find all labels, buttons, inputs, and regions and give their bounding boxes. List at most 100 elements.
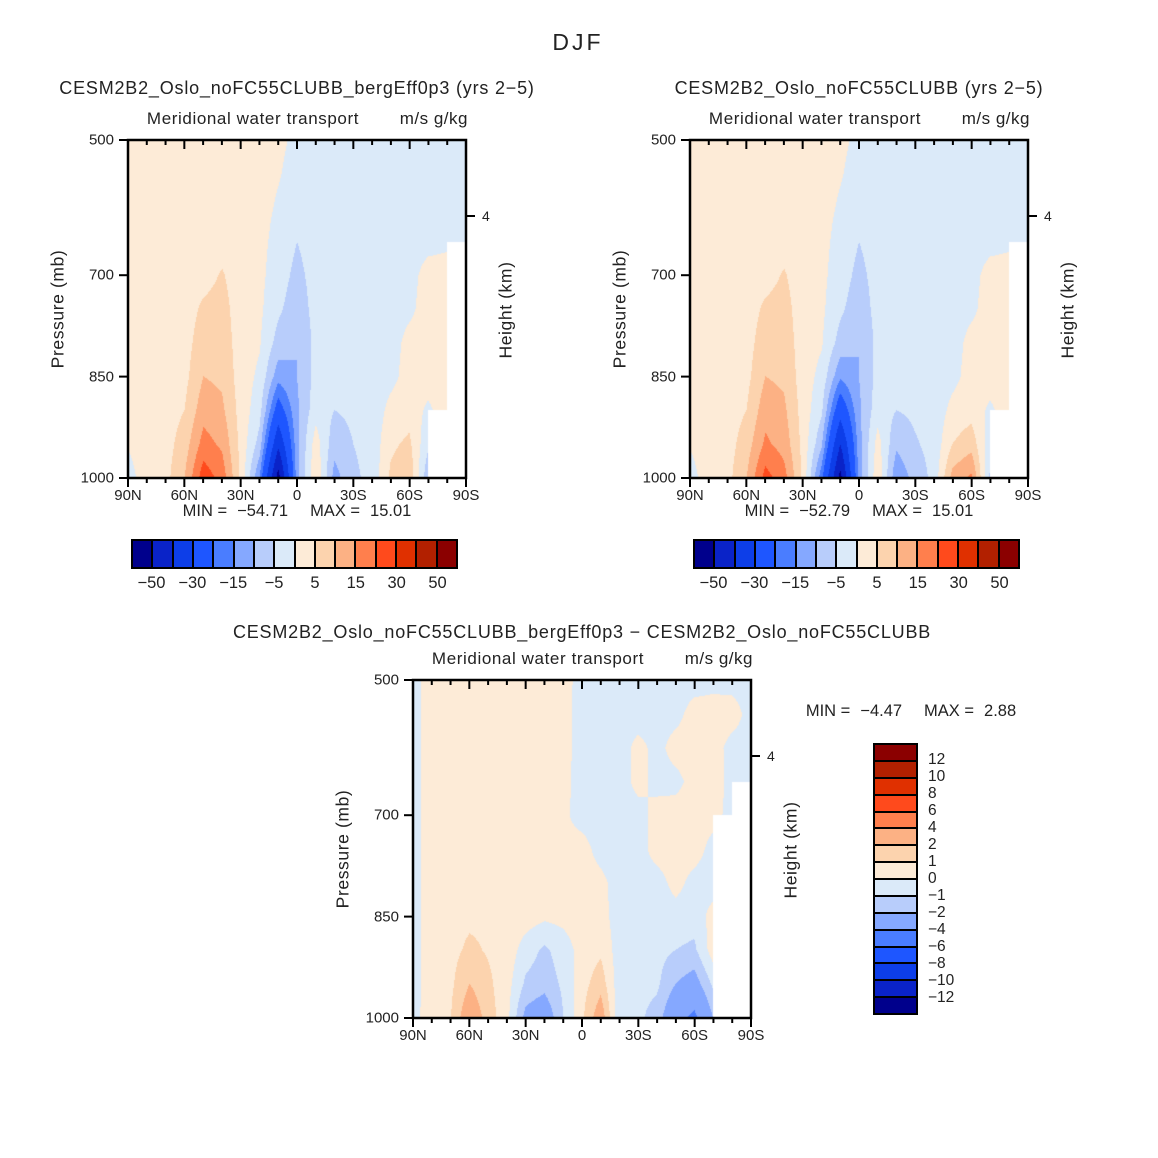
colorbar-label: 2 [928, 836, 937, 853]
x-tick-label: 90N [114, 487, 142, 504]
stats-line: MIN = −52.79 MAX = 15.01 [745, 502, 974, 521]
colorbar-cell [875, 964, 916, 982]
colorbar-label: −30 [740, 574, 769, 592]
colorbar-label: 50 [990, 574, 1009, 592]
colorbar-cell [918, 541, 939, 567]
colorbar-cell [715, 541, 736, 567]
colorbar-cell [875, 812, 916, 830]
colorbar-cell [837, 541, 858, 567]
max-value: 15.01 [932, 502, 974, 520]
panel-title: CESM2B2_Oslo_noFC55CLUBB_bergEff0p3 − CE… [232, 622, 932, 642]
colorbar-cell [875, 795, 916, 813]
colorbar-label: −12 [928, 989, 955, 1006]
plot-units: m/s g/kg [684, 649, 753, 668]
x-tick-label: 30S [339, 487, 367, 504]
colorbar-cell [417, 541, 438, 567]
y-tick-label: 500 [650, 131, 676, 149]
y-tick-label: 700 [650, 266, 676, 284]
colorbar-label: 0 [928, 870, 937, 887]
colorbar-label: −30 [178, 574, 207, 592]
colorbar-cell [875, 880, 916, 897]
colorbar-cell [234, 541, 255, 567]
colorbar-label: −6 [928, 938, 946, 955]
panel-title: CESM2B2_Oslo_noFC55CLUBB (yrs 2−5) [674, 78, 1044, 98]
x-tick-label: 30S [901, 487, 929, 504]
colorbar-label: 12 [928, 751, 946, 768]
colorbar-label: −15 [781, 574, 810, 592]
max-value: 15.01 [370, 502, 412, 520]
colorbar-cell [153, 541, 174, 567]
x-tick-label: 0 [577, 1027, 587, 1044]
y-tick-label: 500 [88, 131, 114, 149]
x-tick-label: 30S [624, 1027, 652, 1044]
colorbar-label: −8 [928, 955, 946, 972]
colorbar-cell [376, 541, 398, 567]
panel-title: CESM2B2_Oslo_noFC55CLUBB_bergEff0p3 (yrs… [59, 78, 535, 98]
colorbar-cell [938, 541, 960, 567]
colorbar-cell [695, 541, 716, 567]
colorbar-cell [295, 541, 316, 567]
colorbar-label: 50 [428, 574, 447, 592]
max-label: MAX = [310, 502, 361, 520]
colorbar-cell [875, 745, 916, 762]
x-tick-label: 30N [226, 487, 255, 504]
colorbar-cell [875, 778, 916, 796]
panel-nofc55clubb: CESM2B2_Oslo_noFC55CLUBB (yrs 2−5) Merid… [610, 78, 1078, 592]
colorbar-cell [857, 541, 878, 567]
stats-line: MIN = −4.47 MAX = 2.88 [806, 702, 1016, 721]
colorbar-label: 15 [908, 574, 927, 592]
colorbar-label: 5 [310, 574, 320, 592]
difference-colorbar [873, 743, 918, 1015]
x-tick-label: 60S [396, 487, 424, 504]
y-tick-label: 1000 [80, 469, 114, 487]
colorbar [693, 539, 1020, 569]
colorbar-cell [356, 541, 377, 567]
plot-subtitle: Meridional water transport [431, 649, 645, 668]
pressure-axis-label: Pressure (mb) [609, 249, 630, 369]
colorbar-cell [437, 541, 456, 567]
max-value: 2.88 [984, 702, 1017, 720]
min-value: −4.47 [860, 702, 903, 720]
colorbar-label: −5 [826, 574, 846, 592]
plot-subtitle: Meridional water transport [146, 109, 360, 128]
colorbar-cell [979, 541, 1000, 567]
colorbar-labels: −50 −30 −15 −5 5 15 30 50 [131, 574, 458, 594]
height-tick-label: 4 [767, 748, 775, 764]
colorbar-cell [336, 541, 357, 567]
colorbar-label: −2 [928, 904, 946, 921]
min-label: MIN = [182, 502, 228, 520]
y-tick-label: 700 [373, 806, 399, 824]
plot-units: m/s g/kg [399, 109, 468, 128]
height-axis-label: Height (km) [495, 261, 516, 359]
y-tick-label: 850 [650, 368, 676, 386]
colorbar-cell [875, 761, 916, 779]
colorbar-cell [397, 541, 418, 567]
colorbar-label: 30 [949, 574, 968, 592]
colorbar-label: 5 [872, 574, 882, 592]
x-tick-label: 60N [170, 487, 199, 504]
x-tick-label: 90S [737, 1027, 765, 1044]
colorbar-label: 15 [346, 574, 365, 592]
colorbar-cell [875, 829, 916, 847]
colorbar-cell [875, 947, 916, 965]
colorbar-label: −10 [928, 972, 955, 989]
colorbar-cell [133, 541, 154, 567]
colorbar-cell [875, 930, 916, 948]
colorbar-cell [875, 981, 916, 999]
y-tick-label: 1000 [365, 1009, 399, 1027]
colorbar-cell [999, 541, 1018, 567]
colorbar-cell [875, 998, 916, 1013]
x-tick-label: 60S [681, 1027, 709, 1044]
colorbar-label: −50 [137, 574, 166, 592]
y-tick-label: 700 [88, 266, 114, 284]
x-tick-label: 90N [399, 1027, 427, 1044]
colorbar-cell [875, 896, 916, 914]
colorbar-cell [193, 541, 215, 567]
x-tick-label: 90S [1014, 487, 1042, 504]
colorbar-label: 30 [387, 574, 406, 592]
colorbar-cell [875, 913, 916, 931]
pressure-axis-label: Pressure (mb) [332, 789, 353, 909]
colorbar-cell [254, 541, 276, 567]
colorbar-cell [755, 541, 777, 567]
